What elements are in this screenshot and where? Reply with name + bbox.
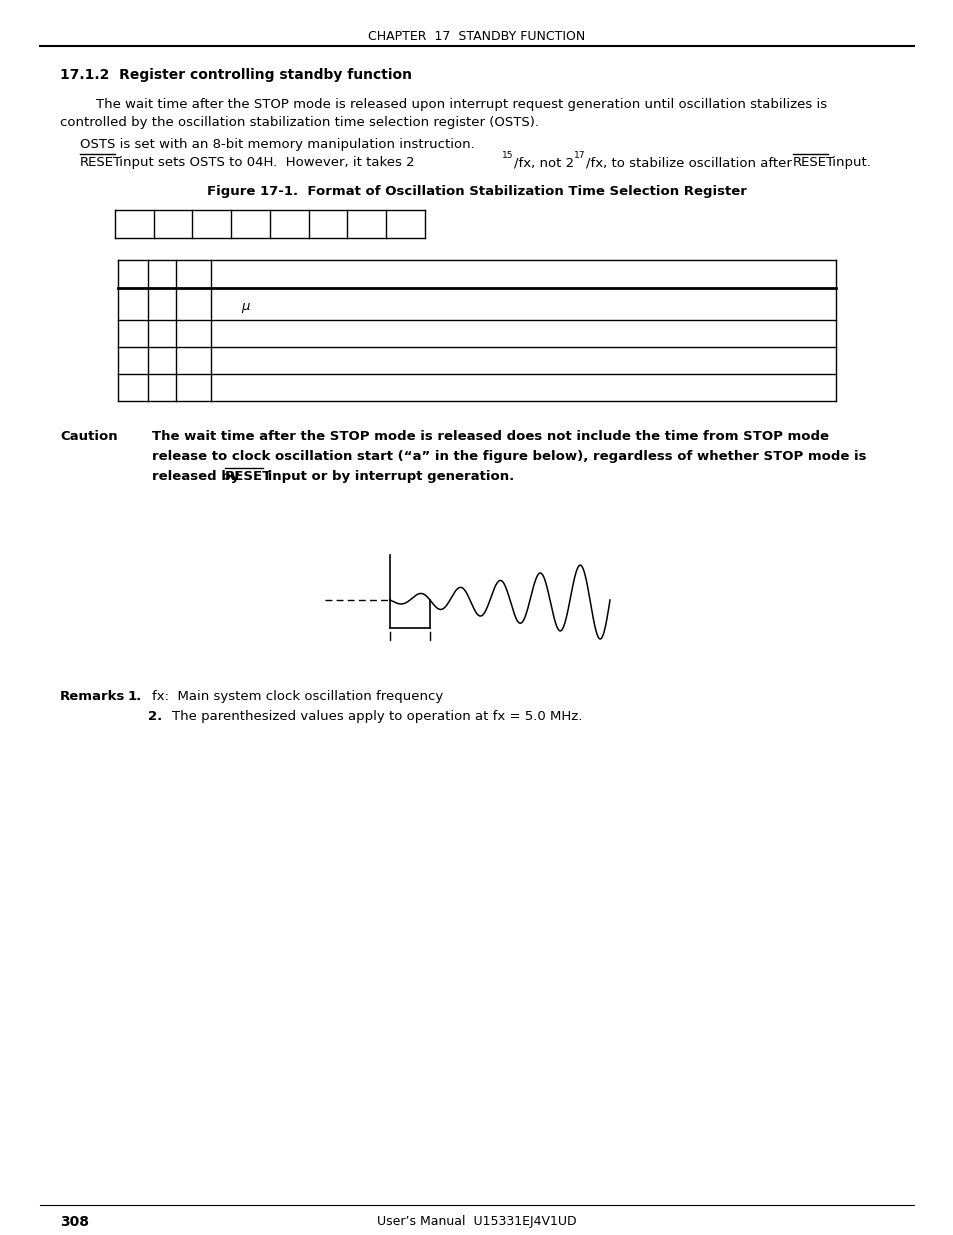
- Text: OSTS is set with an 8-bit memory manipulation instruction.: OSTS is set with an 8-bit memory manipul…: [80, 138, 475, 151]
- Text: input or by interrupt generation.: input or by interrupt generation.: [263, 471, 514, 483]
- Text: Figure 17-1.  Format of Oscillation Stabilization Time Selection Register: Figure 17-1. Format of Oscillation Stabi…: [207, 185, 746, 198]
- Text: User’s Manual  U15331EJ4V1UD: User’s Manual U15331EJ4V1UD: [376, 1215, 577, 1228]
- Text: release to clock oscillation start (“a” in the figure below), regardless of whet: release to clock oscillation start (“a” …: [152, 450, 865, 463]
- Text: The wait time after the STOP mode is released upon interrupt request generation : The wait time after the STOP mode is rel…: [96, 98, 826, 111]
- Text: Remarks: Remarks: [60, 690, 125, 703]
- Text: controlled by the oscillation stabilization time selection register (OSTS).: controlled by the oscillation stabilizat…: [60, 116, 538, 128]
- Text: input sets OSTS to 04H.  However, it takes 2: input sets OSTS to 04H. However, it take…: [115, 156, 415, 169]
- Text: RESET: RESET: [80, 156, 122, 169]
- Text: input.: input.: [827, 156, 870, 169]
- Text: 2.: 2.: [148, 710, 162, 722]
- Text: RESET: RESET: [792, 156, 834, 169]
- Text: /fx, not 2: /fx, not 2: [514, 156, 574, 169]
- Text: 17.1.2  Register controlling standby function: 17.1.2 Register controlling standby func…: [60, 68, 412, 82]
- Text: 17: 17: [574, 151, 585, 161]
- Text: CHAPTER  17  STANDBY FUNCTION: CHAPTER 17 STANDBY FUNCTION: [368, 30, 585, 43]
- Text: 15: 15: [501, 151, 513, 161]
- Text: /fx, to stabilize oscillation after: /fx, to stabilize oscillation after: [585, 156, 796, 169]
- Text: The wait time after the STOP mode is released does not include the time from STO: The wait time after the STOP mode is rel…: [152, 430, 828, 443]
- Text: The parenthesized values apply to operation at fx = 5.0 MHz.: The parenthesized values apply to operat…: [172, 710, 581, 722]
- Text: 1.: 1.: [128, 690, 142, 703]
- Text: fx:  Main system clock oscillation frequency: fx: Main system clock oscillation freque…: [152, 690, 443, 703]
- Text: 308: 308: [60, 1215, 89, 1229]
- Text: released by: released by: [152, 471, 244, 483]
- Text: Caution: Caution: [60, 430, 117, 443]
- Text: μ: μ: [241, 300, 249, 312]
- Text: RESET: RESET: [225, 471, 272, 483]
